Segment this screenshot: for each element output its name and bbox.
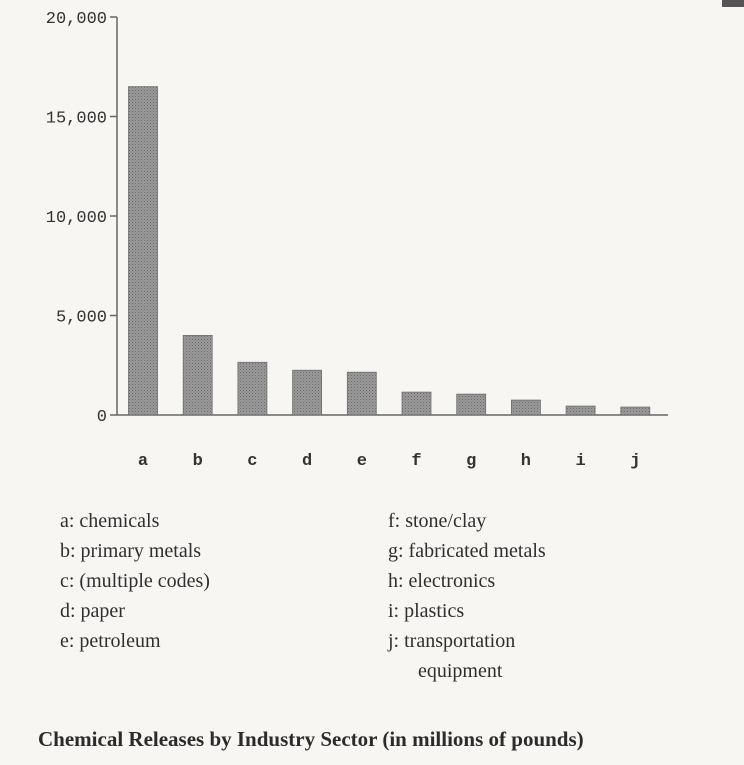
legend-entry-i: i: plastics [388,600,465,622]
legend-entry-d: d: paper [60,600,125,622]
x-tick-label-j: j [630,452,640,471]
legend-right: f: stone/clay g: fabricated metals h: el… [388,506,546,686]
x-tick-label-i: i [575,452,585,471]
y-tick-label: 20,000 [46,10,107,29]
bar-c [237,361,268,416]
legend-entry-h: h: electronics [388,570,496,592]
y-tick-label: 10,000 [46,209,107,228]
bar-d [292,369,323,416]
x-tick-label-c: c [247,452,257,471]
x-tick-label-a: a [138,452,148,471]
bar-g [456,393,487,416]
legend-entry-e: e: petroleum [60,630,161,652]
corner-mark [722,0,744,7]
legend-entry-j-continued: equipment [418,660,503,682]
bar-a [128,86,158,416]
legend-left: a: chemicals b: primary metals c: (multi… [60,506,210,656]
bar-e [346,371,377,416]
bar-j [620,406,651,416]
y-tick-label: 15,000 [46,110,107,129]
x-tick-label-b: b [193,452,203,471]
bar-b [182,334,213,416]
y-tick-label: 0 [97,408,107,427]
bar-chart: 0 5,000 10,000 15,000 20,000 a b c d e f g h i j [46,10,668,471]
legend-entry-a: a: chemicals [60,510,160,532]
legend-entry-b: b: primary metals [60,540,202,562]
x-tick-label-e: e [357,452,367,471]
legend-entry-j: j: transportation [388,630,516,652]
legend-entry-c: c: (multiple codes) [60,570,210,592]
legend-entry-f: f: stone/clay [388,510,487,532]
bar-f [401,391,432,416]
x-tick-label-d: d [302,452,312,471]
bar-h [510,399,541,416]
chart-title: Chemical Releases by Industry Sector (in… [38,727,584,751]
x-tick-label-f: f [411,452,421,471]
legend-entry-g: g: fabricated metals [388,540,546,562]
x-tick-label-g: g [466,452,476,471]
bar-i [565,405,596,416]
y-tick-label: 5,000 [56,309,107,328]
x-tick-label-h: h [521,452,531,471]
